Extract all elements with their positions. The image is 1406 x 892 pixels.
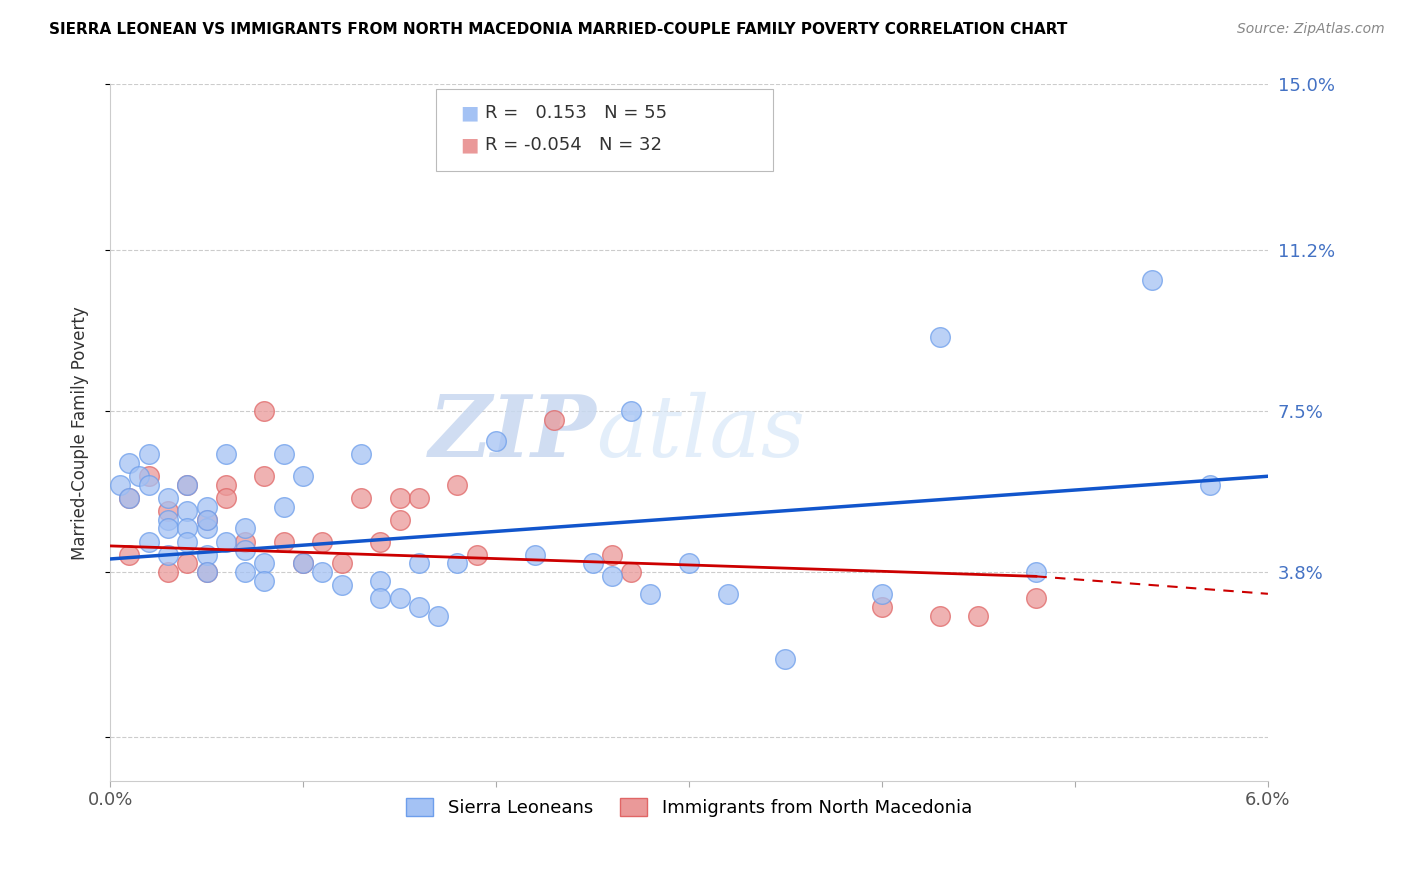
Point: [176, 504, 198, 518]
Point: [388, 591, 411, 606]
Text: R = -0.054   N = 32: R = -0.054 N = 32: [485, 136, 662, 154]
Point: [118, 456, 141, 470]
Point: [870, 599, 893, 614]
Point: [215, 534, 238, 549]
Point: [543, 412, 565, 426]
Point: [195, 513, 218, 527]
Point: [176, 478, 198, 492]
Text: ZIP: ZIP: [429, 391, 596, 475]
Point: [215, 478, 238, 492]
Point: [446, 557, 468, 571]
Point: [640, 587, 662, 601]
Point: [1025, 591, 1047, 606]
Point: [108, 478, 131, 492]
Point: [138, 478, 160, 492]
Point: [388, 513, 411, 527]
Point: [292, 469, 315, 483]
Point: [870, 587, 893, 601]
Point: [427, 608, 450, 623]
Point: [215, 491, 238, 505]
Point: [128, 469, 150, 483]
Point: [273, 448, 295, 462]
Point: [118, 548, 141, 562]
Point: [485, 434, 508, 449]
Point: [215, 448, 238, 462]
Point: [928, 330, 950, 344]
Y-axis label: Married-Couple Family Poverty: Married-Couple Family Poverty: [72, 306, 89, 559]
Point: [253, 469, 276, 483]
Point: [195, 565, 218, 579]
Point: [273, 534, 295, 549]
Point: [350, 448, 373, 462]
Point: [156, 491, 179, 505]
Point: [446, 478, 468, 492]
Point: [330, 557, 353, 571]
Point: [408, 557, 430, 571]
Point: [156, 504, 179, 518]
Point: [368, 534, 391, 549]
Point: [176, 478, 198, 492]
Point: [350, 491, 373, 505]
Point: [195, 513, 218, 527]
Point: [253, 574, 276, 588]
Point: [678, 557, 700, 571]
Point: [118, 491, 141, 505]
Point: [195, 500, 218, 514]
Point: [311, 534, 333, 549]
Point: [233, 543, 256, 558]
Point: [368, 591, 391, 606]
Point: [967, 608, 990, 623]
Point: [195, 565, 218, 579]
Point: [600, 548, 623, 562]
Point: [176, 534, 198, 549]
Point: [156, 548, 179, 562]
Point: [581, 557, 603, 571]
Point: [1199, 478, 1222, 492]
Point: [408, 491, 430, 505]
Point: [138, 534, 160, 549]
Text: atlas: atlas: [596, 392, 806, 474]
Point: [465, 548, 488, 562]
Point: [253, 404, 276, 418]
Point: [195, 521, 218, 535]
Point: [138, 469, 160, 483]
Point: [176, 557, 198, 571]
Point: [716, 587, 738, 601]
Text: R =   0.153   N = 55: R = 0.153 N = 55: [485, 104, 668, 122]
Point: [1140, 273, 1163, 287]
Point: [156, 513, 179, 527]
Legend: Sierra Leoneans, Immigrants from North Macedonia: Sierra Leoneans, Immigrants from North M…: [399, 790, 979, 824]
Point: [156, 565, 179, 579]
Point: [620, 404, 643, 418]
Point: [138, 448, 160, 462]
Point: [233, 534, 256, 549]
Point: [156, 521, 179, 535]
Text: Source: ZipAtlas.com: Source: ZipAtlas.com: [1237, 22, 1385, 37]
Point: [292, 557, 315, 571]
Point: [195, 548, 218, 562]
Point: [292, 557, 315, 571]
Point: [408, 599, 430, 614]
Text: ■: ■: [460, 136, 478, 155]
Point: [1025, 565, 1047, 579]
Point: [928, 608, 950, 623]
Point: [330, 578, 353, 592]
Point: [273, 500, 295, 514]
Point: [253, 557, 276, 571]
Point: [600, 569, 623, 583]
Point: [233, 565, 256, 579]
Text: ■: ■: [460, 103, 478, 123]
Point: [176, 521, 198, 535]
Point: [620, 565, 643, 579]
Point: [388, 491, 411, 505]
Point: [368, 574, 391, 588]
Point: [118, 491, 141, 505]
Text: SIERRA LEONEAN VS IMMIGRANTS FROM NORTH MACEDONIA MARRIED-COUPLE FAMILY POVERTY : SIERRA LEONEAN VS IMMIGRANTS FROM NORTH …: [49, 22, 1067, 37]
Point: [233, 521, 256, 535]
Point: [311, 565, 333, 579]
Point: [775, 652, 797, 666]
Point: [523, 548, 546, 562]
